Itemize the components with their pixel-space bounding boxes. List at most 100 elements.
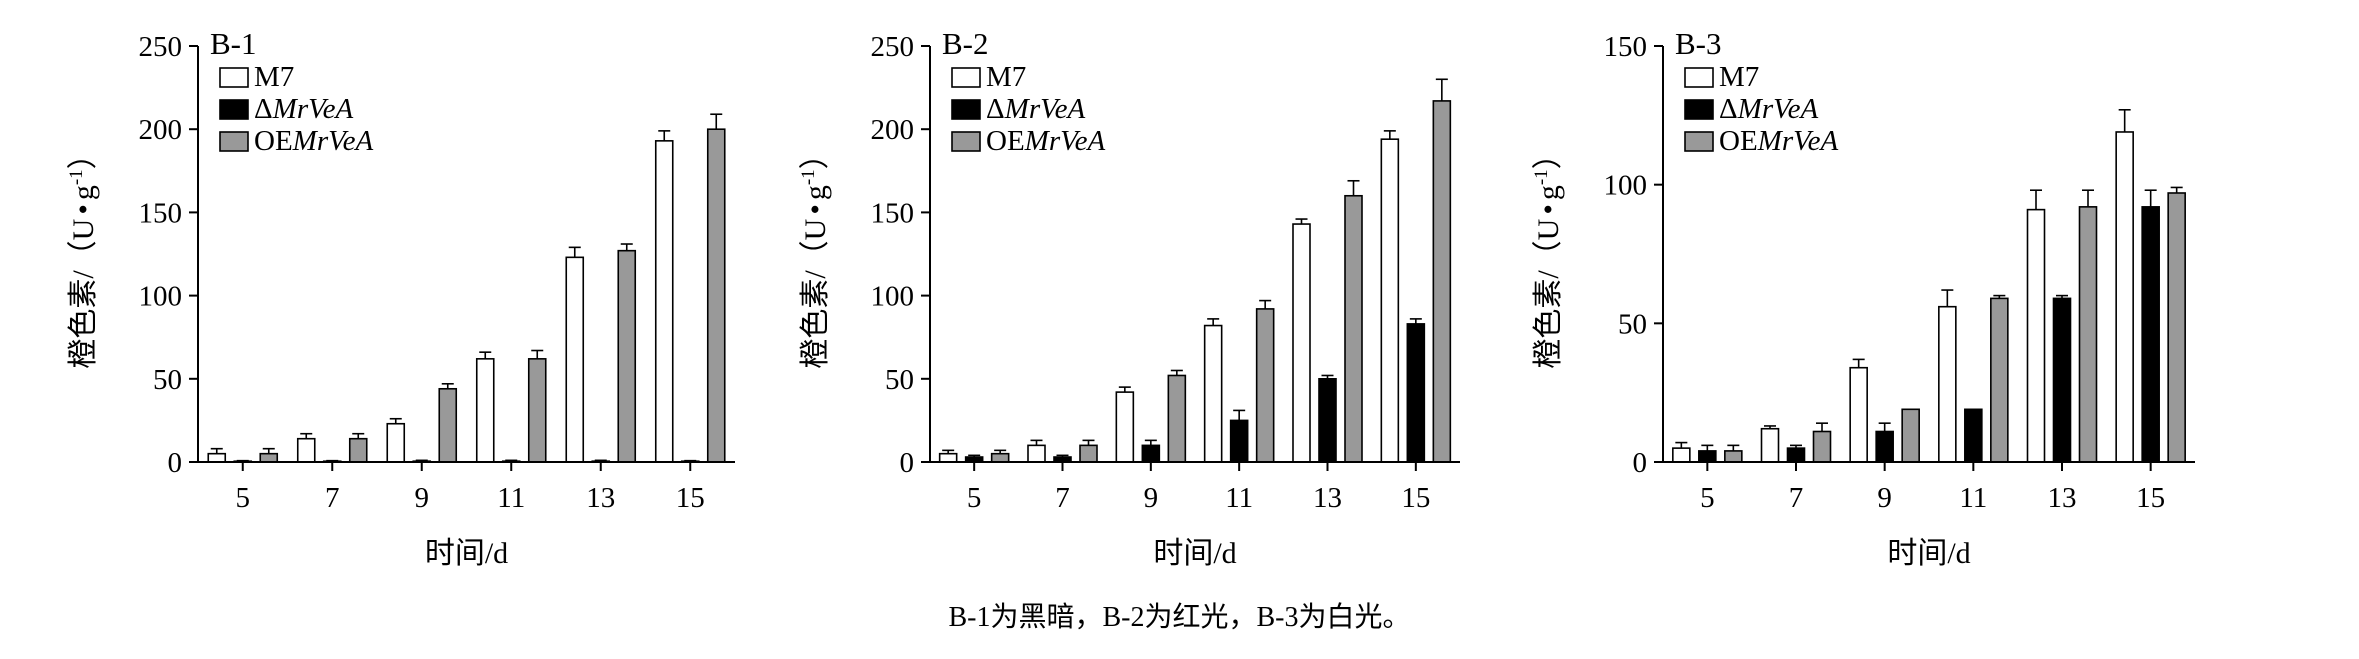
panel-2-bar-OEMrVeA-13 [1344, 194, 1363, 463]
panel-3-ytick-label-0: 0 [1633, 447, 1648, 479]
panel-1-legend-swatch-M7 [219, 67, 249, 88]
panel-3-bar-M7-15 [2115, 131, 2134, 463]
panel-1-title: B-1 [210, 26, 257, 61]
panel-1-xtick-label-13: 13 [586, 482, 615, 514]
panel-3-y-axis-label: 橙色素/（U•g-1） [1531, 139, 1565, 368]
panel-1-bar-M7-11 [475, 358, 495, 463]
panel-1-legend-swatch-ΔMrVeA [219, 99, 249, 120]
panel-2-ytick-label-250: 250 [871, 31, 915, 63]
panel-2-bar-OEMrVeA-7 [1079, 444, 1098, 463]
panel-3-ytick-label-50: 50 [1618, 308, 1647, 340]
panel-2-bar-ΔMrVeA-15 [1406, 323, 1426, 463]
panel-3-bar-OEMrVeA-15 [2167, 192, 2186, 463]
panel-2-ytick-label-200: 200 [871, 114, 915, 146]
panel-3-bar-M7-9 [1849, 366, 1868, 463]
panel-1-ytick-label-200: 200 [139, 114, 183, 146]
panel-2-bar-OEMrVeA-11 [1255, 308, 1275, 463]
panel-1-bar-M7-5 [207, 452, 227, 463]
panel-2-bar-ΔMrVeA-9 [1141, 444, 1161, 463]
panel-2-bar-M7-7 [1027, 444, 1046, 463]
panel-3-ytick-label-150: 150 [1604, 31, 1648, 63]
panel-1-bar-OEMrVeA-15 [706, 128, 726, 463]
panel-3-xtick-label-11: 11 [1959, 482, 1987, 514]
panel-2-bar-M7-5 [938, 452, 958, 463]
panel-1-ytick-label-50: 50 [153, 364, 182, 396]
panel-3-legend-swatch-ΔMrVeA [1684, 99, 1714, 120]
panel-3-legend-swatch-M7 [1684, 67, 1714, 88]
panel-2-xtick-label-9: 9 [1144, 482, 1159, 514]
panel-3-ytick-label-100: 100 [1604, 170, 1648, 202]
panel-3-title: B-3 [1675, 26, 1722, 61]
panel-1-xtick-label-5: 5 [236, 482, 251, 514]
panel-3-legend-label-OEMrVeA: OEMrVeA [1719, 125, 1838, 157]
panel-1-x-axis-label: 时间/d [425, 537, 508, 570]
panel-3-legend-label-M7: M7 [1719, 61, 1759, 93]
panel-2-bar-M7-9 [1115, 391, 1135, 463]
panel-2-xtick-label-5: 5 [967, 482, 982, 514]
panel-2-bar-M7-15 [1380, 138, 1400, 463]
panel-2-bar-ΔMrVeA-11 [1229, 419, 1249, 463]
panel-1-ytick-label-0: 0 [168, 447, 183, 479]
panel-1-bar-OEMrVeA-11 [527, 358, 547, 463]
panel-3-xtick-label-5: 5 [1700, 482, 1715, 514]
panel-3-bar-M7-11 [1938, 305, 1957, 463]
panel-1-bar-OEMrVeA-9 [438, 387, 458, 463]
panel-2-legend-swatch-ΔMrVeA [951, 99, 981, 120]
panel-2-xtick-label-15: 15 [1401, 482, 1430, 514]
panel-1-bar-M7-9 [386, 422, 406, 463]
panel-2-y-axis-label: 橙色素/（U•g-1） [798, 139, 832, 368]
panel-2-title: B-2 [942, 26, 989, 61]
panel-3-bar-OEMrVeA-11 [1990, 297, 2009, 463]
panel-2-ytick-label-0: 0 [900, 447, 915, 479]
panel-1-bar-OEMrVeA-13 [617, 249, 637, 463]
panel-1-bar-M7-15 [654, 140, 674, 463]
panel-3-bar-OEMrVeA-13 [2078, 206, 2098, 463]
panel-2-bar-OEMrVeA-9 [1167, 374, 1187, 463]
panel-3-bar-ΔMrVeA-5 [1698, 450, 1717, 463]
panel-2-legend-label-OEMrVeA: OEMrVeA [986, 125, 1105, 157]
panel-2-ytick-label-50: 50 [885, 364, 914, 396]
panel-2-legend-swatch-OEMrVeA [951, 131, 981, 152]
panel-2-bar-M7-13 [1292, 223, 1311, 463]
panel-2-ytick-label-100: 100 [871, 281, 915, 313]
panel-1-bar-OEMrVeA-5 [259, 452, 279, 463]
panel-1-xtick-label-11: 11 [497, 482, 525, 514]
panel-2-bar-OEMrVeA-5 [990, 452, 1010, 463]
panel-2-x-axis-label: 时间/d [1153, 537, 1236, 570]
panel-3-bar-ΔMrVeA-13 [2052, 297, 2072, 463]
panel-1-legend-label-M7: M7 [254, 61, 294, 93]
panel-3-bar-OEMrVeA-9 [1901, 408, 1920, 463]
panel-1-xtick-label-7: 7 [325, 482, 340, 514]
figure-caption: B-1为黑暗，B-2为红光，B-3为白光。 [948, 602, 1411, 633]
panel-3-xtick-label-15: 15 [2136, 482, 2165, 514]
panel-2-bar-OEMrVeA-15 [1432, 100, 1452, 463]
panel-1-bar-M7-7 [296, 437, 316, 463]
panel-1-ytick-label-150: 150 [139, 197, 183, 229]
panel-3-bar-OEMrVeA-7 [1812, 430, 1832, 463]
panel-3-bar-ΔMrVeA-15 [2141, 206, 2160, 463]
panel-3-bar-OEMrVeA-5 [1724, 450, 1743, 463]
panel-2-ytick-label-150: 150 [871, 197, 915, 229]
panel-1-legend-label-ΔMrVeA: ΔMrVeA [254, 93, 353, 125]
panel-1-xtick-label-15: 15 [676, 482, 705, 514]
panel-3-bar-ΔMrVeA-9 [1875, 430, 1894, 463]
panel-2-legend-label-ΔMrVeA: ΔMrVeA [986, 93, 1085, 125]
panel-1-ytick-label-250: 250 [139, 31, 183, 63]
panel-3-legend-swatch-OEMrVeA [1684, 131, 1714, 152]
panel-2-legend-label-M7: M7 [986, 61, 1026, 93]
panel-2-xtick-label-7: 7 [1055, 482, 1070, 514]
panel-2-xtick-label-11: 11 [1225, 482, 1253, 514]
panel-3-x-axis-label: 时间/d [1887, 537, 1970, 570]
panel-3-bar-M7-5 [1672, 447, 1691, 463]
panel-3-bar-M7-13 [2026, 208, 2046, 463]
panel-3-xtick-label-7: 7 [1789, 482, 1804, 514]
panel-3-xtick-label-9: 9 [1877, 482, 1892, 514]
panel-3-bar-M7-7 [1760, 427, 1780, 463]
panel-2-legend-swatch-M7 [951, 67, 981, 88]
panel-1-bar-OEMrVeA-7 [348, 437, 368, 463]
panel-2-xtick-label-13: 13 [1313, 482, 1342, 514]
panel-1-xtick-label-9: 9 [415, 482, 430, 514]
panel-3-xtick-label-13: 13 [2048, 482, 2077, 514]
